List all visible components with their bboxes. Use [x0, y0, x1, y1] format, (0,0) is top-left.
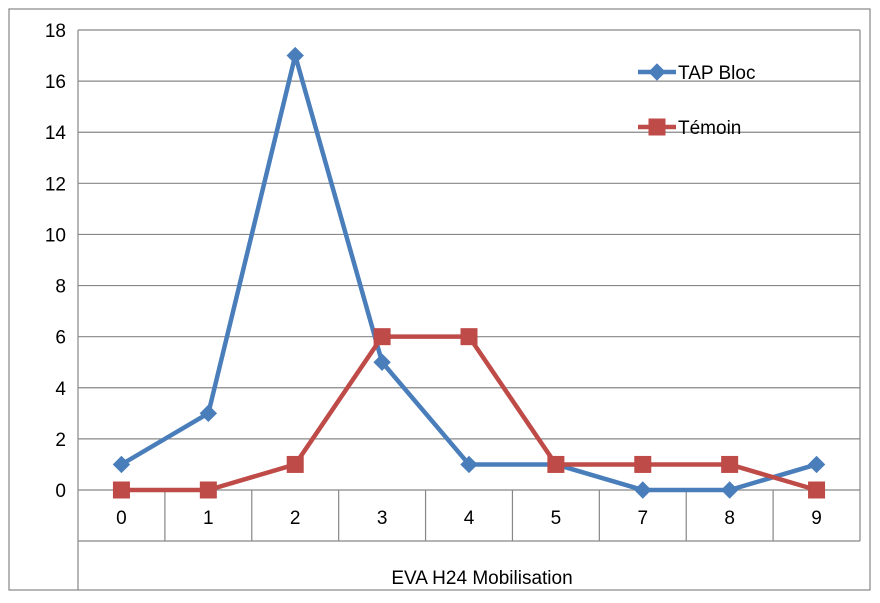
x-tick-label: 8 — [724, 508, 735, 529]
x-tick-label: 3 — [377, 508, 388, 529]
data-point-t-moin — [199, 481, 217, 499]
gridlines — [78, 29, 861, 491]
data-point-t-moin — [808, 481, 826, 499]
data-point-tap-bloc — [460, 455, 478, 474]
x-tick-label: 9 — [811, 508, 822, 529]
x-tick-label: 7 — [637, 508, 648, 529]
data-point-t-moin — [547, 455, 565, 473]
legend: TAP Bloc Témoin — [638, 63, 755, 139]
data-point-t-moin — [721, 455, 739, 473]
legend-item-tap-bloc: TAP Bloc — [638, 63, 755, 84]
series-t-moin — [112, 328, 826, 499]
data-point-t-moin — [373, 328, 391, 346]
y-tick-label: 6 — [55, 328, 66, 349]
data-point-t-moin — [112, 481, 130, 499]
y-tick-label: 14 — [45, 123, 67, 144]
x-tick-label: 4 — [464, 508, 475, 529]
legend-marker — [648, 63, 666, 81]
legend-label: TAP Bloc — [678, 63, 755, 84]
x-tick-label: 2 — [290, 508, 301, 529]
data-point-t-moin — [286, 455, 304, 473]
x-tick-label: 5 — [551, 508, 562, 529]
x-tick-label: 0 — [116, 508, 127, 529]
y-tick-label: 10 — [45, 225, 66, 246]
data-point-tap-bloc — [373, 353, 391, 371]
data-point-t-moin — [634, 455, 652, 473]
data-point-tap-bloc — [807, 455, 826, 474]
legend-marker — [648, 118, 666, 136]
y-tick-label: 18 — [45, 21, 66, 42]
x-tick-label: 1 — [203, 508, 214, 529]
chart-border — [8, 8, 871, 591]
y-tick-label: 4 — [55, 379, 66, 400]
data-point-tap-bloc — [286, 46, 304, 65]
y-tick-label: 0 — [55, 481, 66, 502]
legend-label: Témoin — [678, 118, 741, 139]
series-lines — [112, 46, 826, 499]
y-tick-label: 12 — [45, 174, 66, 195]
y-tick-label: 16 — [45, 72, 66, 93]
data-point-tap-bloc — [112, 455, 131, 474]
y-tick-label: 8 — [55, 277, 66, 298]
data-point-tap-bloc — [720, 481, 739, 499]
y-tick-label: 2 — [55, 430, 66, 451]
data-point-tap-bloc — [199, 404, 218, 423]
legend-item-t-moin: Témoin — [638, 118, 741, 139]
data-point-tap-bloc — [634, 481, 652, 499]
data-point-t-moin — [460, 328, 478, 346]
x-axis-title: EVA H24 Mobilisation — [391, 568, 572, 589]
